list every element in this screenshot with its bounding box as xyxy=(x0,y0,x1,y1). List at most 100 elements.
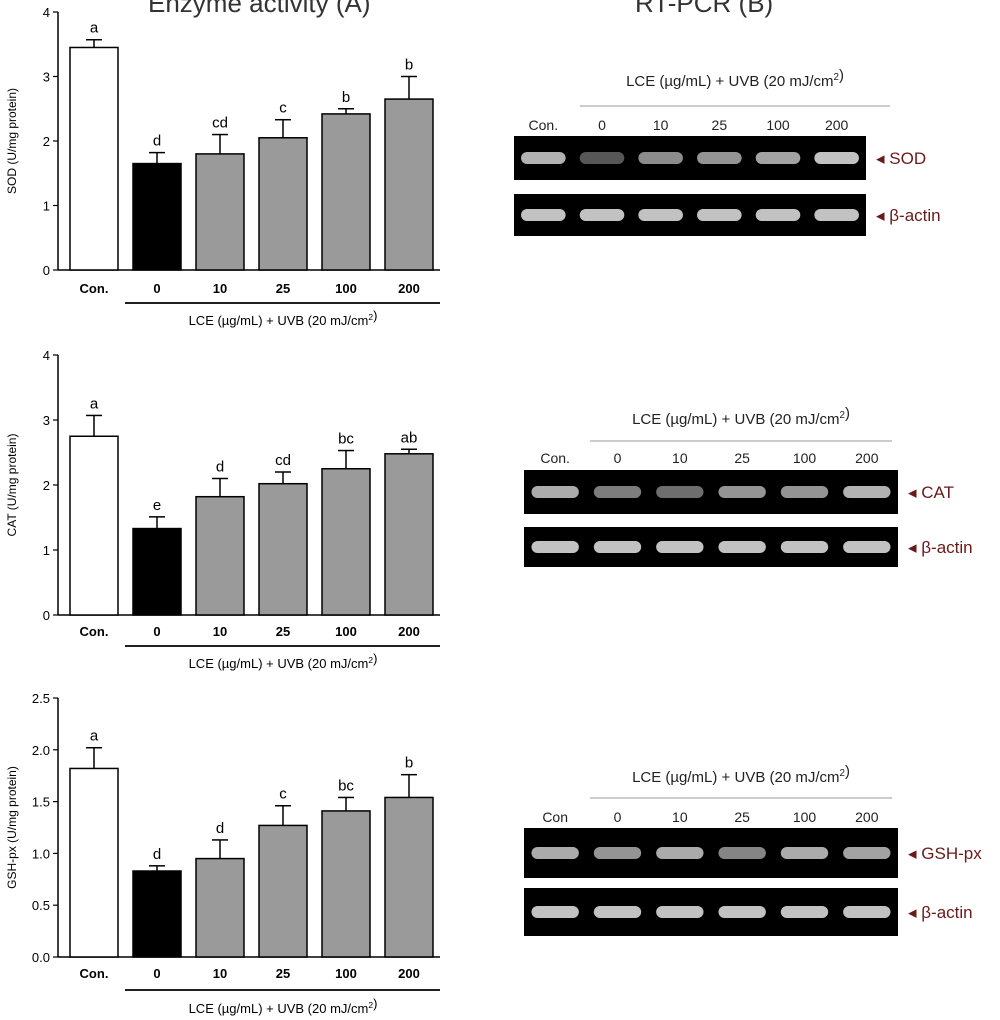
significance-letter: c xyxy=(279,786,287,803)
bar-Con. xyxy=(69,767,119,958)
bar-100 xyxy=(321,810,371,958)
category-label: 100 xyxy=(335,966,357,981)
category-label: 25 xyxy=(276,281,290,296)
lane-label: 10 xyxy=(672,450,688,466)
gel-band xyxy=(780,541,829,553)
y-axis-label: GSH-px (U/mg protein) xyxy=(5,766,19,889)
gel-band xyxy=(638,209,683,221)
significance-letter: d xyxy=(216,459,224,476)
gel-band xyxy=(755,152,801,164)
heading-enzyme-activity: Enzyme activity (A) xyxy=(148,0,371,18)
lane-label: 200 xyxy=(855,809,879,825)
category-label: 200 xyxy=(398,281,420,296)
lane-label: 200 xyxy=(855,450,879,466)
x-axis-label: LCE (µg/mL) + UVB (20 mJ/cm2) xyxy=(189,651,378,671)
gel-band xyxy=(780,486,829,498)
gel-band xyxy=(579,209,625,221)
lane-label: 25 xyxy=(734,809,750,825)
bar-10 xyxy=(195,495,245,616)
gene-label: ◂ GSH-px xyxy=(908,844,982,863)
lane-label: Con. xyxy=(529,117,559,133)
category-label: 100 xyxy=(335,281,357,296)
gel-band xyxy=(697,209,742,221)
lane-label: 100 xyxy=(793,809,817,825)
significance-letter: cd xyxy=(212,115,228,132)
gene-label: ◂ SOD xyxy=(876,149,926,168)
gel-band xyxy=(521,209,566,221)
gel-band xyxy=(780,847,829,859)
bar-100 xyxy=(321,113,371,271)
gel-band xyxy=(521,152,566,164)
category-label: 0 xyxy=(153,966,160,981)
gel-band xyxy=(843,906,891,918)
category-label: 25 xyxy=(276,624,290,639)
gel-band xyxy=(656,847,704,859)
gel-band xyxy=(843,847,891,859)
bar-100 xyxy=(321,468,371,616)
significance-letter: d xyxy=(153,133,161,150)
category-label: 200 xyxy=(398,966,420,981)
bar-10 xyxy=(195,857,245,958)
gel-band xyxy=(780,906,829,918)
gel-band xyxy=(843,486,891,498)
lane-label: 0 xyxy=(598,117,606,133)
bar-25 xyxy=(258,482,308,616)
gel-β-actin xyxy=(514,194,866,236)
significance-letter: bc xyxy=(338,777,354,794)
bar-0 xyxy=(132,162,182,271)
gel-band xyxy=(593,847,642,859)
category-label: 10 xyxy=(213,624,227,639)
y-tick-label: 4 xyxy=(43,348,50,363)
y-tick-label: 0.5 xyxy=(32,898,50,913)
x-axis-label: LCE (µg/mL) + UVB (20 mJ/cm2) xyxy=(189,308,378,328)
bar-10 xyxy=(195,153,245,271)
lane-label: 0 xyxy=(614,809,622,825)
significance-letter: bc xyxy=(338,431,354,448)
lane-label: 200 xyxy=(825,117,849,133)
y-tick-label: 2.5 xyxy=(32,691,50,706)
gel-band xyxy=(531,486,579,498)
significance-letter: a xyxy=(90,20,99,37)
bar-Con. xyxy=(69,435,119,616)
gene-label: ◂ β-actin xyxy=(908,903,973,922)
category-label: Con. xyxy=(80,624,109,639)
y-tick-label: 1 xyxy=(43,199,50,214)
category-label: 0 xyxy=(153,624,160,639)
gel-band xyxy=(531,847,579,859)
gel-GSH-px xyxy=(524,828,898,878)
gel-β-actin xyxy=(524,527,898,567)
blot-header: LCE (µg/mL) + UVB (20 mJ/cm2) xyxy=(632,763,850,786)
y-tick-label: 2 xyxy=(43,134,50,149)
gel-band xyxy=(638,152,683,164)
y-tick-label: 0 xyxy=(43,608,50,623)
category-label: Con. xyxy=(80,281,109,296)
category-label: Con. xyxy=(80,966,109,981)
gel-band xyxy=(579,152,625,164)
gel-band xyxy=(593,906,642,918)
gel-band xyxy=(718,847,766,859)
y-tick-label: 2.0 xyxy=(32,743,50,758)
significance-letter: b xyxy=(405,755,413,772)
blot-header: LCE (µg/mL) + UVB (20 mJ/cm2) xyxy=(632,405,850,428)
lane-label: 100 xyxy=(766,117,790,133)
gel-band xyxy=(718,906,766,918)
lane-label: 100 xyxy=(793,450,817,466)
bar-0 xyxy=(132,870,182,958)
significance-letter: c xyxy=(279,100,287,117)
y-tick-label: 1.0 xyxy=(32,846,50,861)
gel-β-actin xyxy=(524,888,898,936)
lane-label: 10 xyxy=(653,117,669,133)
significance-letter: a xyxy=(90,728,99,745)
gel-SOD xyxy=(514,136,866,180)
x-axis-label: LCE (µg/mL) + UVB (20 mJ/cm2) xyxy=(189,996,378,1016)
bar-25 xyxy=(258,824,308,958)
gel-band xyxy=(531,906,579,918)
significance-letter: d xyxy=(153,846,161,863)
significance-letter: ab xyxy=(401,429,418,446)
y-tick-label: 4 xyxy=(43,5,50,20)
y-axis-label: SOD (U/mg protein) xyxy=(5,88,19,194)
gel-band xyxy=(697,152,742,164)
gel-CAT xyxy=(524,470,898,514)
y-tick-label: 3 xyxy=(43,70,50,85)
